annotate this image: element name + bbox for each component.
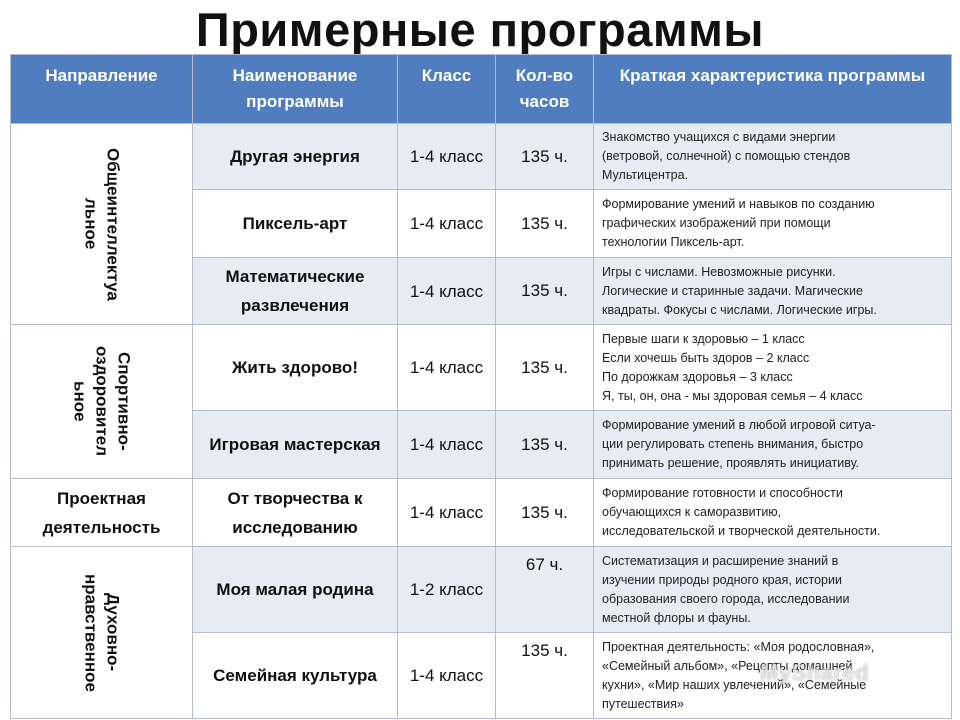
table-header-row: Направление Наименование программы Класс… — [10, 54, 952, 124]
program-grade: 1-4 класс — [397, 123, 496, 190]
program-name: Игровая мастерская — [192, 410, 398, 479]
program-grade: 1-2 класс — [397, 546, 496, 633]
programs-table: Направление Наименование программы Класс… — [10, 54, 952, 719]
table-row: Игровая мастерская 1-4 класс 135 ч. Форм… — [11, 410, 952, 479]
program-grade: 1-4 класс — [397, 410, 496, 479]
direction-cell: Проектная деятельность — [10, 478, 193, 547]
program-grade: 1-4 класс — [397, 189, 496, 258]
program-description: Проектная деятельность: «Моя родословная… — [593, 632, 952, 719]
program-hours: 135 ч. — [495, 478, 594, 547]
table-row: Семейная культура 1-4 класс 135 ч. Проек… — [11, 632, 952, 719]
direction-label: Духовно- нравственное — [81, 573, 123, 692]
program-description: Знакомство учащихся с видами энергии (ве… — [593, 123, 952, 190]
table-row: Проектная деятельность От творчества к и… — [10, 478, 952, 547]
header-hours: Кол-во часов — [495, 54, 594, 124]
direction-label: Спортивно- оздоровител ьное — [70, 346, 134, 457]
program-grade: 1-4 класс — [397, 632, 496, 719]
table-row: Спортивно- оздоровител ьное Жить здорово… — [10, 324, 952, 479]
program-name: Моя малая родина — [192, 546, 398, 633]
program-hours: 135 ч. — [495, 257, 594, 325]
program-description: Формирование умений в любой игровой ситу… — [593, 410, 952, 479]
program-description: Первые шаги к здоровью – 1 класс Если хо… — [593, 324, 952, 411]
program-hours: 135 ч. — [495, 324, 594, 411]
program-name: Пиксель-арт — [192, 189, 398, 258]
header-direction: Направление — [10, 54, 193, 124]
direction-cell: Спортивно- оздоровител ьное — [10, 324, 193, 479]
program-hours: 135 ч. — [495, 123, 594, 190]
program-hours: 135 ч. — [495, 189, 594, 258]
page-title: Примерные программы — [195, 3, 765, 56]
table-row: Пиксель-арт 1-4 класс 135 ч. Формировани… — [11, 189, 952, 258]
direction-label: Общеинтеллектуа льное — [81, 147, 123, 301]
program-hours: 135 ч. — [495, 410, 594, 479]
program-name: От творчества к исследованию — [192, 478, 398, 547]
header-description: Краткая характеристика программы — [593, 54, 952, 124]
program-description: Формирование готовности и способности об… — [593, 478, 952, 547]
program-grade: 1-4 класс — [397, 257, 496, 325]
program-description: Систематизация и расширение знаний в изу… — [593, 546, 952, 633]
direction-cell: Духовно- нравственное — [10, 546, 193, 719]
header-name: Наименование программы — [192, 54, 398, 124]
program-name: Семейная культура — [192, 632, 398, 719]
table-row: Общеинтеллектуа льное Другая энергия 1-4… — [10, 123, 952, 325]
program-name: Математические развлечения — [192, 257, 398, 325]
program-hours: 135 ч. — [495, 632, 594, 719]
table-row: Математические развлечения 1-4 класс 135… — [11, 257, 952, 325]
program-name: Другая энергия — [192, 123, 398, 190]
watermark-logo: MyShared — [760, 660, 870, 685]
program-grade: 1-4 класс — [397, 478, 496, 547]
program-hours: 67 ч. — [495, 546, 594, 633]
direction-cell: Общеинтеллектуа льное — [10, 123, 193, 325]
program-name: Жить здорово! — [192, 324, 398, 411]
program-grade: 1-4 класс — [397, 324, 496, 411]
header-grade: Класс — [397, 54, 496, 124]
table-row: Духовно- нравственное Моя малая родина 1… — [10, 546, 952, 719]
program-description: Формирование умений и навыков по создани… — [593, 189, 952, 258]
program-description: Игры с числами. Невозможные рисунки. Лог… — [593, 257, 952, 325]
